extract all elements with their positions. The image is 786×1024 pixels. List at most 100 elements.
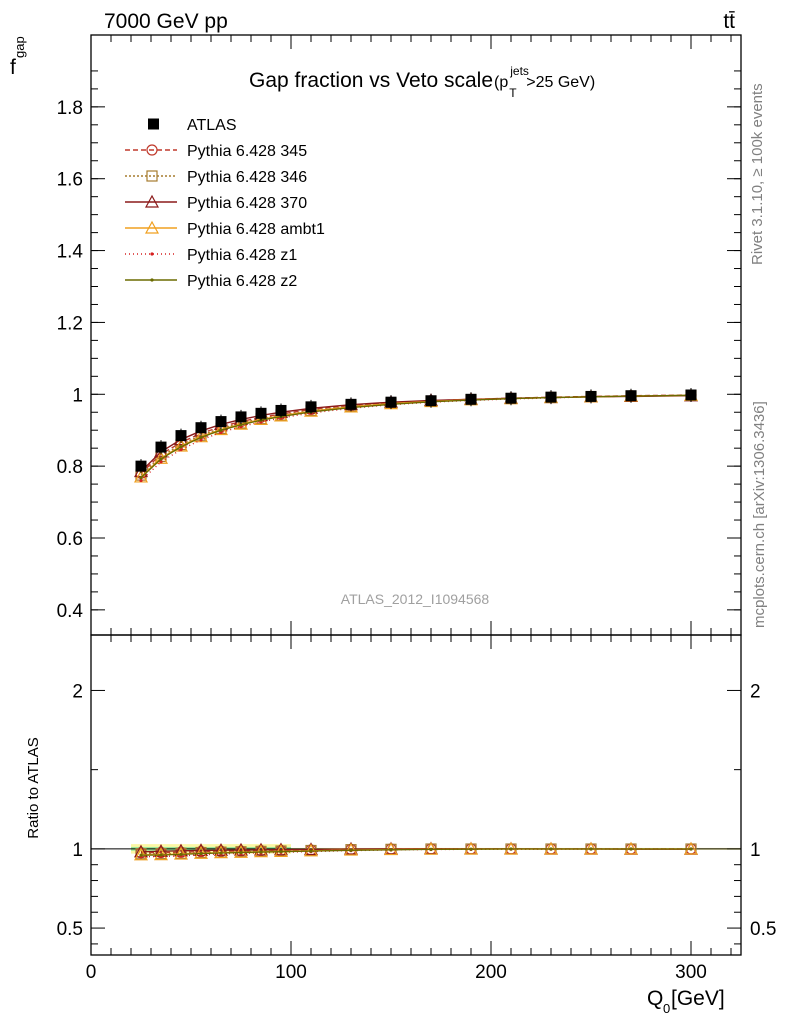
ratio-marker bbox=[389, 848, 393, 852]
ratio-marker bbox=[303, 843, 319, 857]
data-point bbox=[275, 404, 287, 416]
data-point bbox=[685, 389, 697, 401]
series-marker bbox=[239, 423, 243, 427]
ratio-marker bbox=[429, 847, 433, 851]
data-point bbox=[385, 396, 397, 408]
ratio-marker bbox=[199, 851, 203, 856]
legend-label: Pythia 6.428 370 bbox=[187, 195, 307, 212]
top-ylabel: f bbox=[10, 56, 16, 79]
rivet-label: Rivet 3.1.10, ≥ 100k events bbox=[749, 83, 766, 265]
title-subscript: T bbox=[509, 86, 517, 100]
xlabel-subscript: 0 bbox=[663, 1001, 670, 1016]
title-tail: >25 GeV) bbox=[526, 74, 595, 91]
data-point bbox=[625, 390, 637, 402]
xtick-label: 0 bbox=[86, 962, 97, 983]
data-point bbox=[175, 430, 187, 442]
top-ytick-label: 0.6 bbox=[57, 529, 83, 550]
series-marker bbox=[159, 460, 163, 464]
data-point bbox=[425, 395, 437, 407]
ratio-marker bbox=[153, 847, 169, 861]
series-marker bbox=[139, 478, 143, 483]
ratio-marker bbox=[343, 842, 359, 856]
title-superscript: jets bbox=[509, 64, 529, 78]
ratio-marker bbox=[273, 842, 289, 856]
data-point bbox=[255, 407, 267, 419]
series-marker bbox=[219, 428, 223, 432]
legend-label: Pythia 6.428 346 bbox=[187, 169, 307, 186]
ratio-marker bbox=[179, 852, 183, 857]
series-marker bbox=[139, 476, 143, 480]
legend-label: Pythia 6.428 z2 bbox=[187, 273, 297, 290]
legend-marker bbox=[146, 144, 158, 156]
data-point bbox=[195, 422, 207, 434]
ratio-marker bbox=[233, 844, 249, 858]
series-marker bbox=[179, 448, 183, 452]
ratio-marker bbox=[303, 842, 319, 856]
top-ytick-label: 1.8 bbox=[57, 98, 83, 119]
ratio-marker bbox=[273, 844, 289, 857]
data-point bbox=[505, 392, 517, 404]
data-point bbox=[545, 391, 557, 403]
data-point bbox=[465, 393, 477, 405]
series-marker bbox=[199, 435, 203, 439]
top-ytick-label: 0.4 bbox=[57, 601, 84, 622]
ratio-marker bbox=[549, 847, 553, 851]
xtick-label: 200 bbox=[475, 962, 507, 983]
legend: ATLAS Pythia 6.428 345 Pythia 6.428 346 Pyt… bbox=[125, 117, 325, 290]
ratio-ytick-label-right: 2 bbox=[750, 681, 761, 702]
legend-marker bbox=[144, 194, 160, 208]
ratio-marker bbox=[509, 847, 513, 851]
ratio-marker bbox=[139, 853, 143, 857]
xtick-label: 300 bbox=[675, 962, 707, 983]
top-data-layer bbox=[135, 388, 697, 474]
series-marker bbox=[159, 457, 163, 461]
legend-label: Pythia 6.428 ambt1 bbox=[187, 221, 325, 238]
top-ytick-label: 1.6 bbox=[57, 170, 83, 191]
series-marker bbox=[199, 438, 203, 442]
bottom-axis-ticks: 0.5 0.5 1 1 2 2 0 100 200 300 bbox=[57, 635, 776, 983]
xtick-label: 100 bbox=[275, 962, 307, 983]
legend-marker bbox=[144, 220, 160, 234]
data-point bbox=[155, 441, 167, 453]
ratio-marker bbox=[469, 847, 473, 851]
legend-marker bbox=[150, 252, 154, 256]
title-text: Gap fraction vs Veto scale bbox=[249, 69, 493, 92]
ratio-series-layer bbox=[133, 841, 699, 861]
ratio-marker bbox=[259, 850, 263, 854]
ratio-marker bbox=[233, 842, 249, 856]
data-point bbox=[305, 401, 317, 413]
ratio-marker bbox=[133, 847, 149, 861]
data-point bbox=[585, 390, 597, 402]
ratio-marker bbox=[629, 847, 633, 851]
ratio-ytick-label-left: 0.5 bbox=[57, 919, 83, 940]
ratio-marker bbox=[689, 847, 693, 851]
chart-title: Gap fraction vs Veto scale (p T jets >25… bbox=[249, 64, 595, 100]
ratio-marker bbox=[253, 844, 269, 858]
xlabel-main: Q bbox=[647, 987, 663, 1010]
analysis-watermark: ATLAS_2012_I1094568 bbox=[341, 591, 490, 607]
ratio-marker bbox=[159, 853, 163, 857]
ratio-marker bbox=[173, 846, 189, 860]
data-point bbox=[235, 411, 247, 423]
series-line bbox=[140, 394, 692, 479]
top-ytick-label: 1.2 bbox=[57, 313, 83, 334]
xlabel-tail: [GeV] bbox=[671, 987, 725, 1010]
ratio-ylabel: Ratio to ATLAS bbox=[25, 737, 42, 838]
top-axis-ticks: 0.4 0.6 0.8 1 1.2 1.4 1.6 1.8 bbox=[57, 35, 741, 635]
top-ytick-label: 1.4 bbox=[57, 242, 84, 263]
data-point bbox=[135, 460, 147, 472]
data-point bbox=[215, 416, 227, 428]
top-ytick-label: 1 bbox=[72, 385, 83, 406]
ratio-marker bbox=[309, 849, 313, 853]
ratio-marker bbox=[383, 842, 399, 856]
ratio-ytick-label-right: 0.5 bbox=[750, 919, 776, 940]
ratio-marker bbox=[193, 845, 209, 859]
ratio-marker bbox=[219, 851, 223, 855]
ratio-marker bbox=[279, 850, 283, 854]
x-axis-label: Q 0 [GeV] bbox=[647, 987, 725, 1016]
ratio-ytick-label-left: 2 bbox=[72, 681, 83, 702]
ratio-marker bbox=[213, 845, 229, 859]
legend-marker bbox=[146, 170, 158, 182]
